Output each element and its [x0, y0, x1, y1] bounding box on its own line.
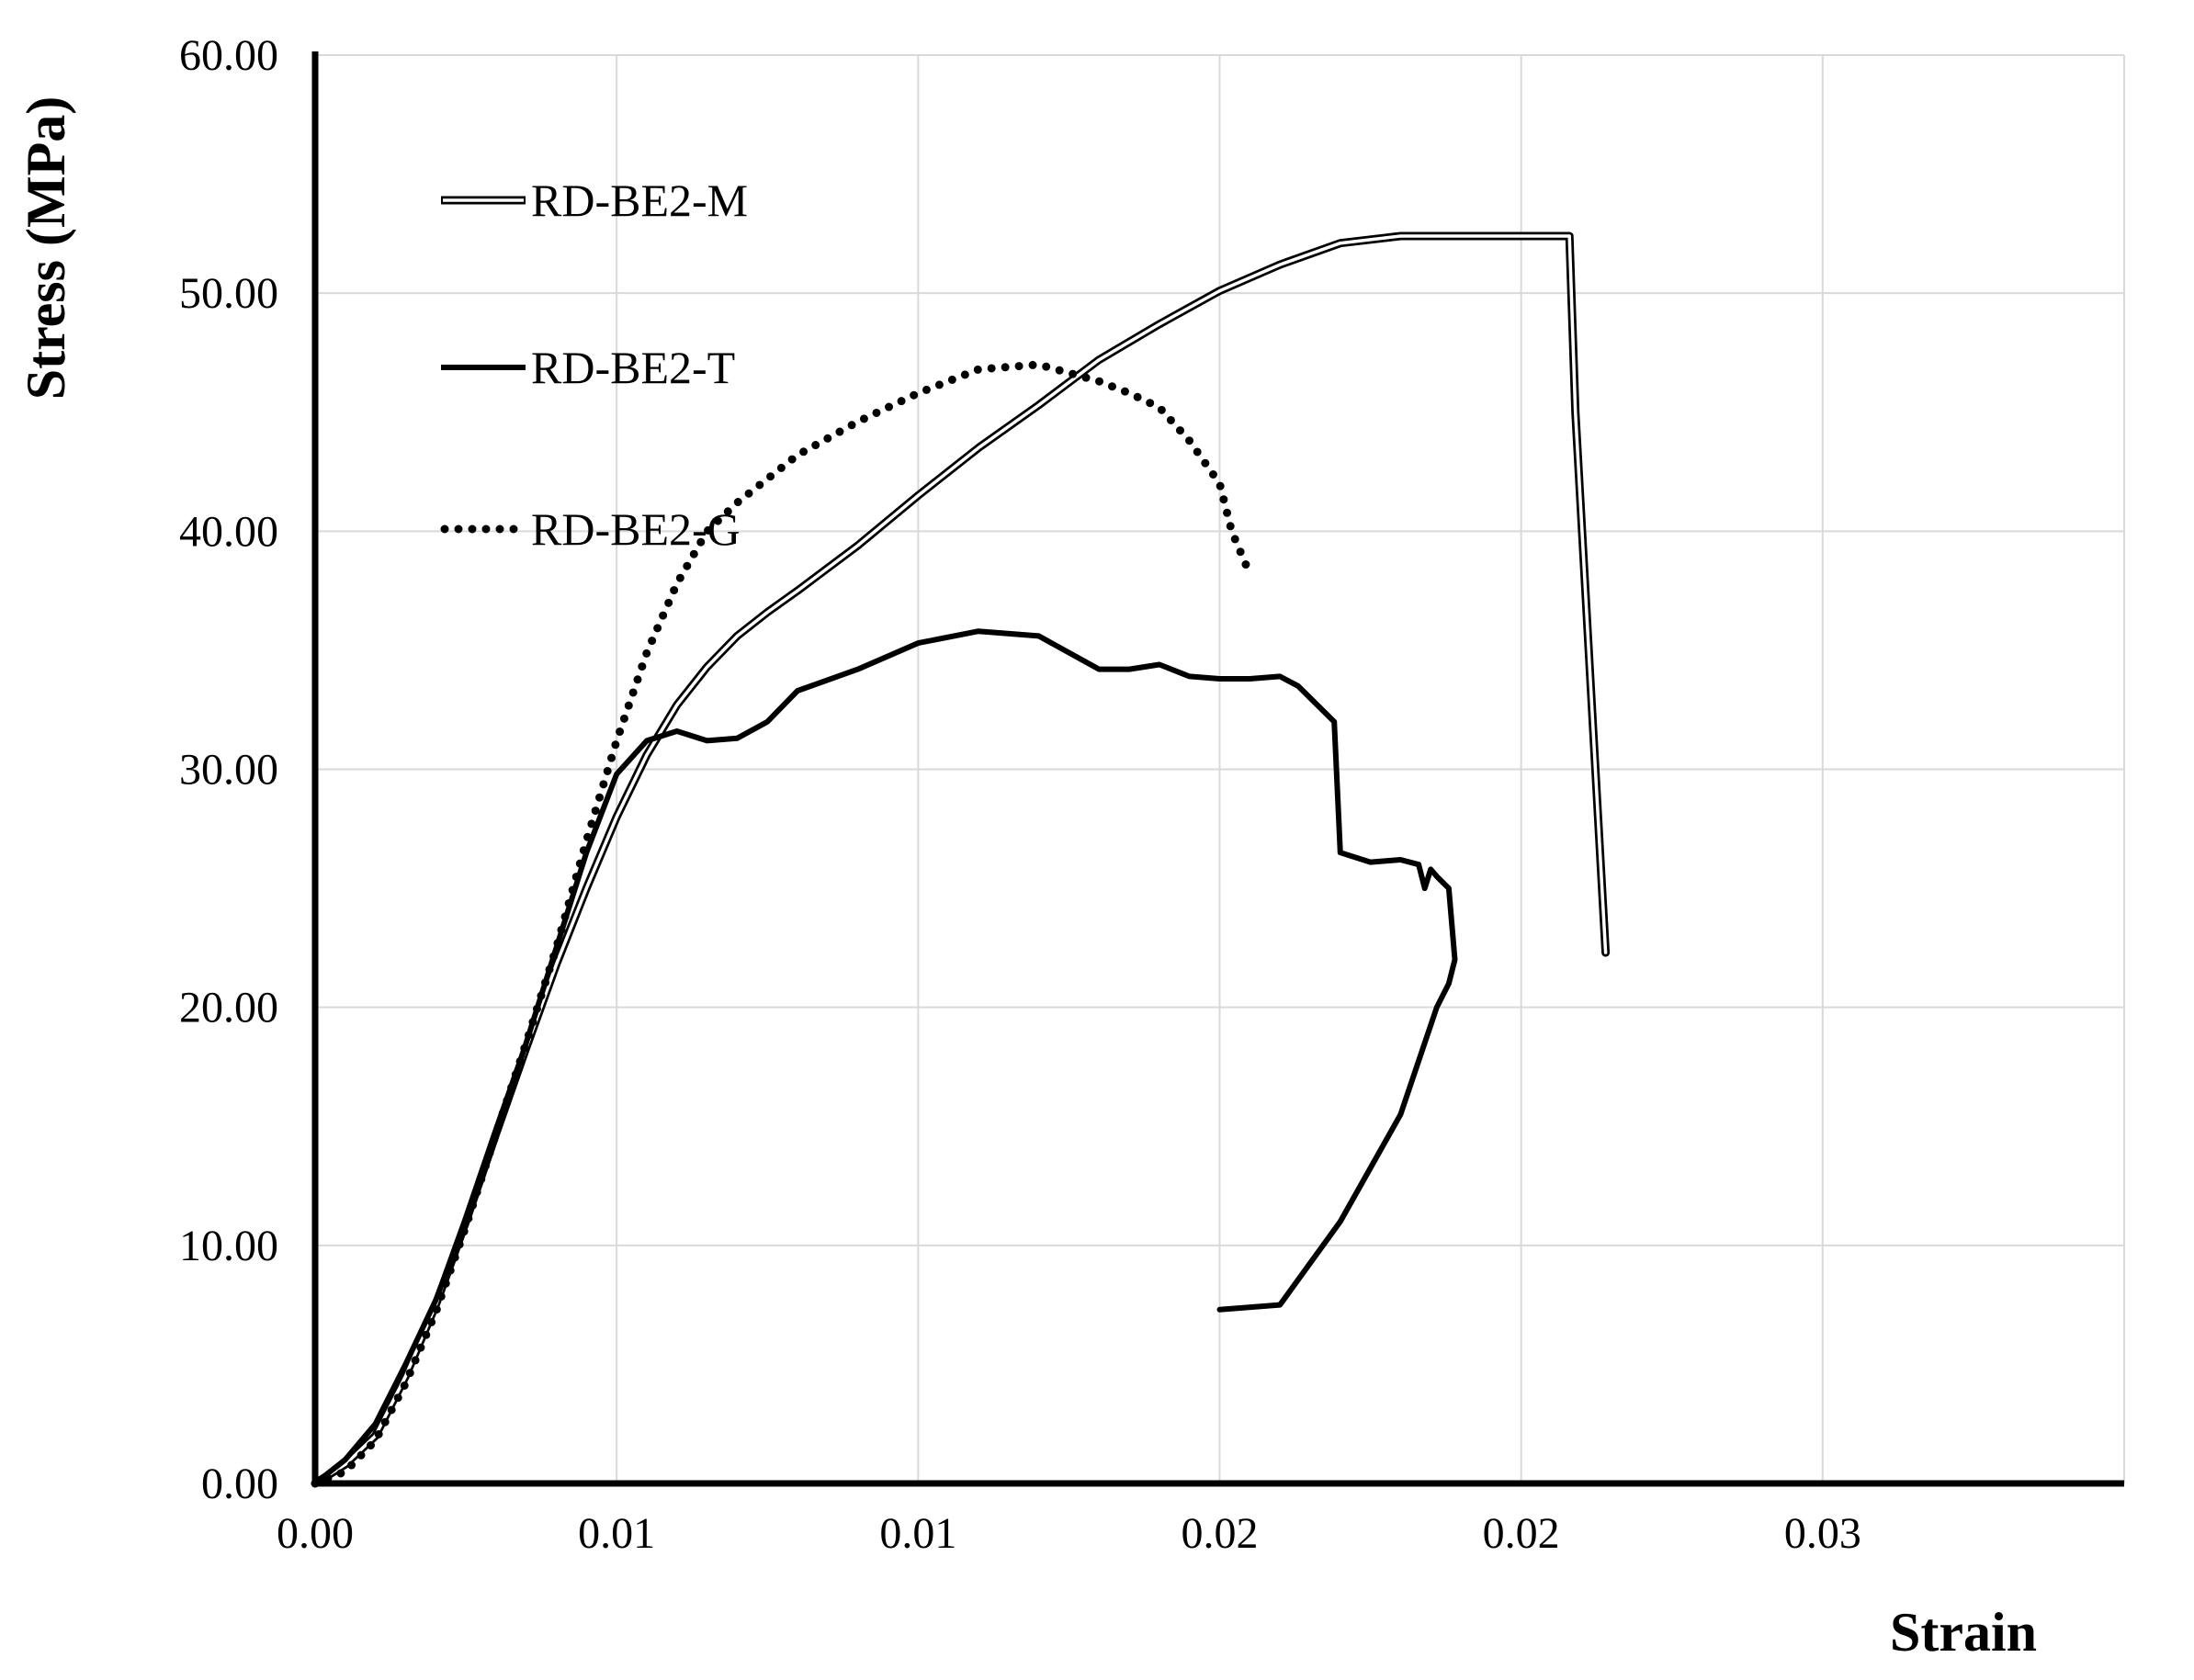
y-tick-label: 20.00 [179, 984, 278, 1032]
series-line-outer [311, 231, 1611, 1488]
axes [311, 51, 2124, 1487]
y-tick-label: 50.00 [179, 269, 278, 318]
x-tick-label: 0.02 [1483, 1509, 1560, 1558]
x-tick-label: 0.02 [1182, 1509, 1259, 1558]
y-tick-label: 30.00 [179, 746, 278, 795]
series-layer [311, 231, 1611, 1488]
y-axis-title: Stress (MPa) [16, 96, 76, 400]
x-tick-label: 0.00 [277, 1509, 354, 1558]
series-line [311, 360, 1254, 1488]
legend-label: RD-BE2-T [531, 342, 735, 393]
legend-item-rd-be2-m: RD-BE2-M [441, 175, 748, 226]
legend-item-rd-be2-g: RD-BE2-G [440, 503, 741, 555]
legend-item-rd-be2-t: RD-BE2-T [441, 342, 735, 393]
tick-labels: 0.00 10.00 20.00 30.00 40.00 50.00 60.00 0.00 0.… [179, 31, 1861, 1558]
series-rd-be2-g [311, 360, 1254, 1488]
series-line-inner [313, 234, 1608, 1485]
series-rd-be2-t [312, 628, 1458, 1486]
legend: RD-BE2-M RD-BE2-T RD-BE2-G [440, 175, 748, 555]
grid-lines [315, 54, 2125, 1483]
x-tick-label: 0.01 [879, 1509, 956, 1558]
series-line [312, 628, 1458, 1486]
y-tick-label: 0.00 [201, 1460, 278, 1508]
series-rd-be2-m [311, 231, 1611, 1488]
y-tick-label: 60.00 [179, 31, 278, 80]
legend-label: RD-BE2-M [531, 175, 748, 226]
x-tick-label: 0.03 [1784, 1509, 1861, 1558]
x-tick-label: 0.01 [578, 1509, 655, 1558]
y-tick-label: 40.00 [179, 507, 278, 556]
legend-label: RD-BE2-G [531, 503, 741, 555]
x-axis-title: Strain [1890, 1602, 2037, 1663]
y-tick-label: 10.00 [179, 1222, 278, 1270]
